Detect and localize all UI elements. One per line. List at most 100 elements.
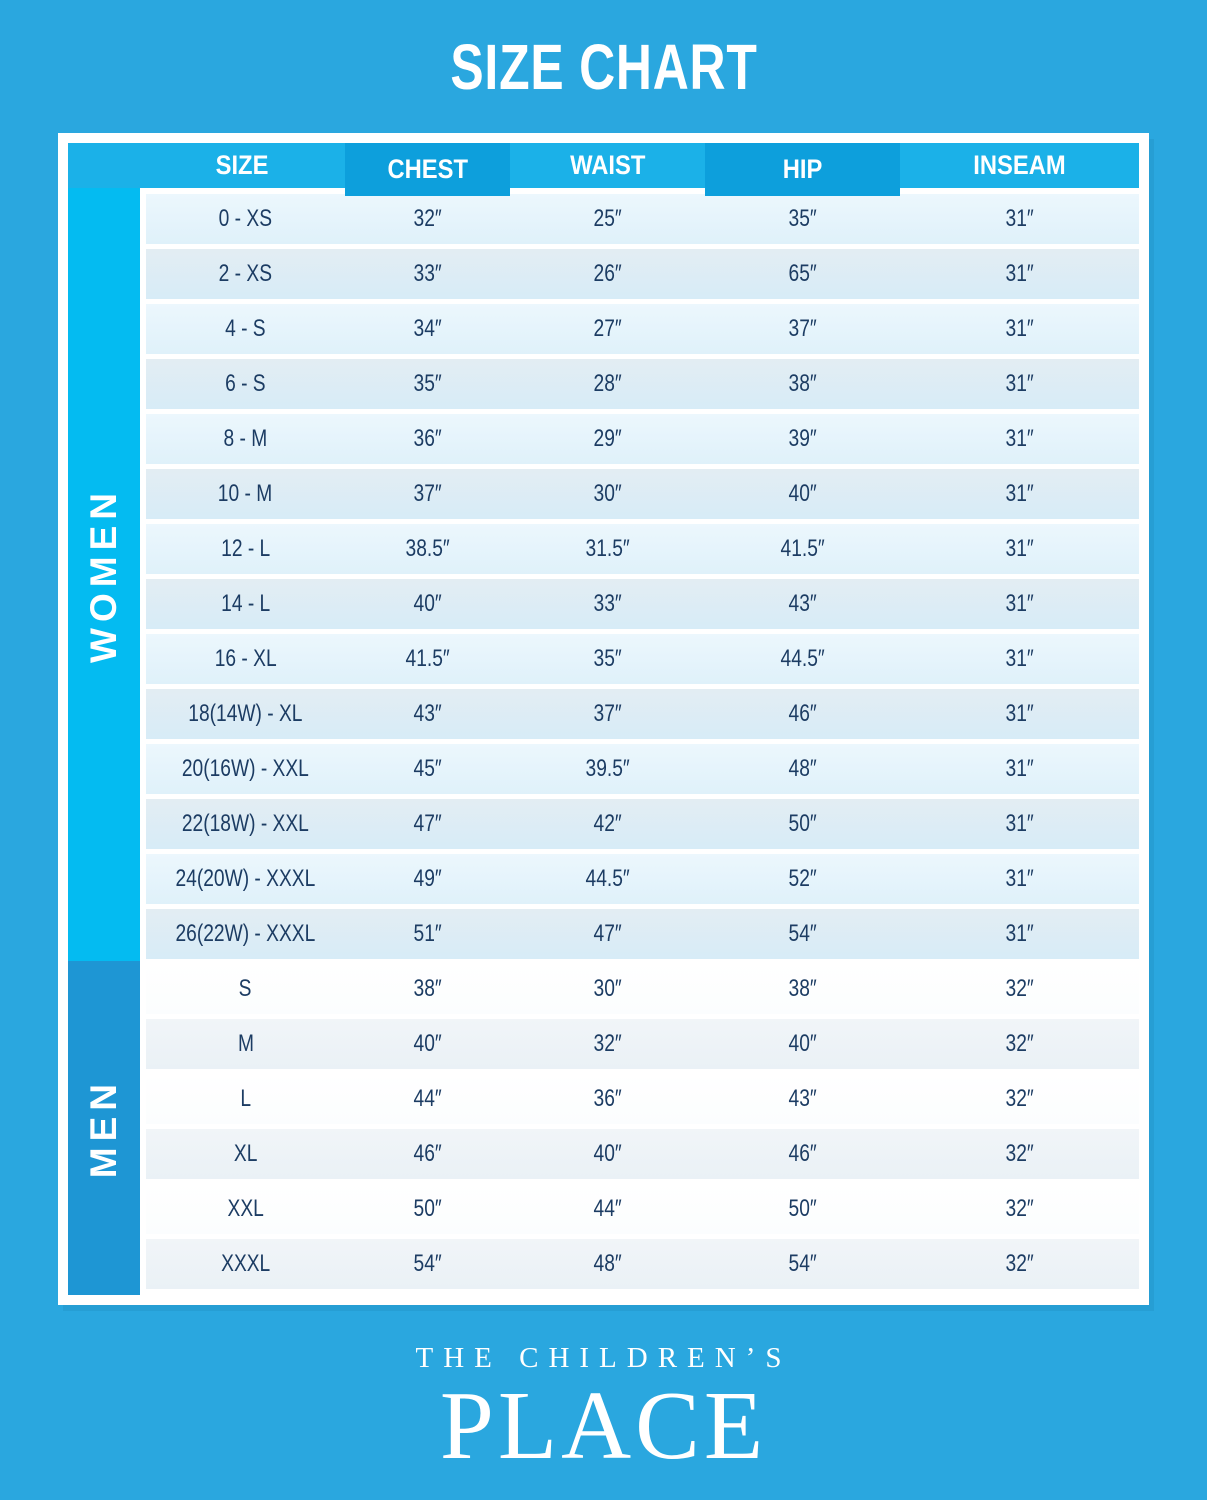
column-header-inseam-label: INSEAM bbox=[973, 150, 1066, 180]
inseam-cell: 31″ bbox=[900, 249, 1139, 299]
inseam-cell: 31″ bbox=[900, 304, 1139, 354]
waist-cell: 42″ bbox=[510, 799, 705, 849]
chest-value: 33″ bbox=[413, 260, 442, 287]
size-cell: 12 - L bbox=[146, 524, 345, 574]
chest-value: 54″ bbox=[413, 1250, 442, 1277]
size-cell: 8 - M bbox=[146, 414, 345, 464]
men-section-label: MEN bbox=[83, 1077, 124, 1179]
table-row-men-2: L 44″ 36″ 43″ 32″ bbox=[146, 1074, 1139, 1124]
chest-cell: 38″ bbox=[345, 964, 510, 1014]
waist-value: 33″ bbox=[593, 590, 622, 617]
waist-cell: 39.5″ bbox=[510, 744, 705, 794]
size-cell: 0 - XS bbox=[146, 194, 345, 244]
hip-cell: 35″ bbox=[705, 194, 900, 244]
size-cell: 22(18W) - XXL bbox=[146, 799, 345, 849]
chest-value: 43″ bbox=[413, 700, 442, 727]
chest-cell: 49″ bbox=[345, 854, 510, 904]
chest-cell: 43″ bbox=[345, 689, 510, 739]
chest-value: 40″ bbox=[413, 1030, 442, 1057]
waist-value: 30″ bbox=[593, 975, 622, 1002]
size-value: M bbox=[237, 1030, 254, 1057]
inseam-value: 31″ bbox=[1005, 865, 1034, 892]
waist-cell: 37″ bbox=[510, 689, 705, 739]
size-cell: 14 - L bbox=[146, 579, 345, 629]
inseam-value: 32″ bbox=[1005, 1195, 1034, 1222]
table-row-women-7: 14 - L 40″ 33″ 43″ 31″ bbox=[146, 579, 1139, 629]
inseam-cell: 32″ bbox=[900, 1239, 1139, 1289]
chest-cell: 32″ bbox=[345, 194, 510, 244]
waist-value: 44″ bbox=[593, 1195, 622, 1222]
chest-value: 49″ bbox=[413, 865, 442, 892]
waist-cell: 44″ bbox=[510, 1184, 705, 1234]
table-row-women-4: 8 - M 36″ 29″ 39″ 31″ bbox=[146, 414, 1139, 464]
hip-cell: 54″ bbox=[705, 1239, 900, 1289]
waist-value: 26″ bbox=[593, 260, 622, 287]
size-cell: 16 - XL bbox=[146, 634, 345, 684]
inseam-value: 32″ bbox=[1005, 1030, 1034, 1057]
size-value: XXXL bbox=[220, 1250, 271, 1277]
size-cell: XXL bbox=[146, 1184, 345, 1234]
chest-cell: 41.5″ bbox=[345, 634, 510, 684]
size-value: 16 - XL bbox=[214, 645, 277, 672]
size-value: 18(14W) - XL bbox=[188, 700, 303, 727]
waist-cell: 31.5″ bbox=[510, 524, 705, 574]
column-header-chest: CHEST bbox=[345, 143, 510, 196]
waist-value: 27″ bbox=[593, 315, 622, 342]
hip-cell: 44.5″ bbox=[705, 634, 900, 684]
waist-cell: 30″ bbox=[510, 469, 705, 519]
hip-cell: 46″ bbox=[705, 689, 900, 739]
chest-cell: 54″ bbox=[345, 1239, 510, 1289]
inseam-cell: 31″ bbox=[900, 689, 1139, 739]
chest-cell: 35″ bbox=[345, 359, 510, 409]
inseam-value: 31″ bbox=[1005, 425, 1034, 452]
inseam-value: 31″ bbox=[1005, 370, 1034, 397]
inseam-value: 31″ bbox=[1005, 480, 1034, 507]
hip-value: 52″ bbox=[788, 865, 817, 892]
size-cell: M bbox=[146, 1019, 345, 1069]
inseam-value: 31″ bbox=[1005, 205, 1034, 232]
inseam-value: 31″ bbox=[1005, 535, 1034, 562]
hip-value: 46″ bbox=[788, 1140, 817, 1167]
size-value: XL bbox=[233, 1140, 258, 1167]
inseam-value: 31″ bbox=[1005, 755, 1034, 782]
hip-cell: 40″ bbox=[705, 1019, 900, 1069]
chest-value: 47″ bbox=[413, 810, 442, 837]
waist-cell: 30″ bbox=[510, 964, 705, 1014]
chest-value: 45″ bbox=[413, 755, 442, 782]
waist-value: 29″ bbox=[593, 425, 622, 452]
hip-cell: 52″ bbox=[705, 854, 900, 904]
chest-cell: 40″ bbox=[345, 579, 510, 629]
inseam-cell: 31″ bbox=[900, 854, 1139, 904]
waist-cell: 27″ bbox=[510, 304, 705, 354]
women-rows-section: 0 - XS 32″ 25″ 35″ 31″ 2 - XS 33″ 26″ 65″ 31″ 4 - … bbox=[146, 194, 1139, 959]
brand-name-main: PLACE bbox=[439, 1372, 768, 1479]
hip-value: 50″ bbox=[788, 1195, 817, 1222]
hip-cell: 54″ bbox=[705, 909, 900, 959]
waist-cell: 33″ bbox=[510, 579, 705, 629]
size-value: 14 - L bbox=[220, 590, 271, 617]
hip-cell: 50″ bbox=[705, 1184, 900, 1234]
table-row-women-2: 4 - S 34″ 27″ 37″ 31″ bbox=[146, 304, 1139, 354]
hip-value: 38″ bbox=[788, 975, 817, 1002]
inseam-cell: 32″ bbox=[900, 1184, 1139, 1234]
inseam-cell: 32″ bbox=[900, 1074, 1139, 1124]
chest-cell: 33″ bbox=[345, 249, 510, 299]
waist-value: 36″ bbox=[593, 1085, 622, 1112]
inseam-cell: 31″ bbox=[900, 799, 1139, 849]
brand-logo: THE CHILDREN’S PLACE bbox=[0, 1342, 1207, 1474]
inseam-value: 32″ bbox=[1005, 1085, 1034, 1112]
table-row-men-0: S 38″ 30″ 38″ 32″ bbox=[146, 964, 1139, 1014]
chest-cell: 46″ bbox=[345, 1129, 510, 1179]
inseam-cell: 31″ bbox=[900, 194, 1139, 244]
inseam-value: 31″ bbox=[1005, 315, 1034, 342]
chest-cell: 37″ bbox=[345, 469, 510, 519]
waist-cell: 32″ bbox=[510, 1019, 705, 1069]
inseam-cell: 32″ bbox=[900, 1019, 1139, 1069]
hip-cell: 38″ bbox=[705, 359, 900, 409]
table-row-women-13: 26(22W) - XXXL 51″ 47″ 54″ 31″ bbox=[146, 909, 1139, 959]
chest-cell: 44″ bbox=[345, 1074, 510, 1124]
inseam-value: 32″ bbox=[1005, 1140, 1034, 1167]
table-row-women-10: 20(16W) - XXL 45″ 39.5″ 48″ 31″ bbox=[146, 744, 1139, 794]
table-row-men-4: XXL 50″ 44″ 50″ 32″ bbox=[146, 1184, 1139, 1234]
